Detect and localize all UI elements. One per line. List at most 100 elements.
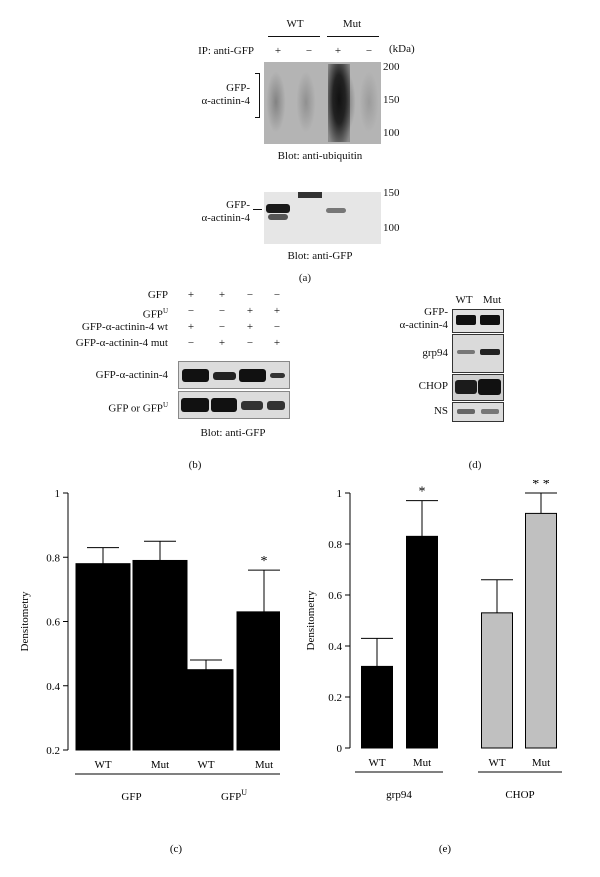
x-tick-label: Mut xyxy=(151,759,169,771)
band xyxy=(456,315,476,325)
blot-b-lower xyxy=(178,391,290,419)
gfp-band-mut xyxy=(326,208,346,213)
sign: − xyxy=(273,321,281,333)
sign: + xyxy=(218,289,226,301)
band-bracket xyxy=(259,73,260,117)
band xyxy=(213,372,236,380)
d-blot-actinin xyxy=(452,309,504,333)
sign: − xyxy=(273,289,281,301)
d-row-label-grp94: grp94 xyxy=(422,347,448,359)
band xyxy=(478,379,501,395)
wt-header: WT xyxy=(286,18,304,30)
sign: − xyxy=(187,337,195,349)
band xyxy=(457,350,475,354)
d-blot-chop xyxy=(452,374,504,401)
bar xyxy=(525,512,557,749)
y-tick-label: 0.6 xyxy=(328,590,342,602)
row-label-gfp: GFP xyxy=(147,289,168,301)
band xyxy=(270,373,285,378)
d-row-label-ns: NS xyxy=(433,405,448,417)
ip-sign-1: + xyxy=(274,45,282,57)
y-tick-label: 0.4 xyxy=(46,681,60,693)
x-tick-label: WT xyxy=(94,759,111,771)
x-tick-label: WT xyxy=(368,757,385,769)
group-label: CHOP xyxy=(505,789,534,801)
sign: + xyxy=(218,337,226,349)
y-tick-label: 1 xyxy=(337,488,343,500)
panel-b-letter: (b) xyxy=(188,459,202,471)
kda-label: (kDa) xyxy=(389,43,415,55)
bar xyxy=(406,535,438,749)
sign: + xyxy=(246,321,254,333)
gfp-band-wt xyxy=(266,204,290,213)
group-label: grp94 xyxy=(386,789,412,801)
gfp-blot-label: Blot: anti-GFP xyxy=(287,250,353,262)
significance-mark: * xyxy=(419,485,426,500)
band xyxy=(182,369,209,382)
chart-e: 0 0.2 0.4 0.6 0.8 1 Densitometry WT * Mut WT * * Mut… xyxy=(305,480,562,855)
y-tick-label: 0.4 xyxy=(328,641,342,653)
sign: − xyxy=(246,337,254,349)
group-label: GFP xyxy=(121,791,141,803)
wt-bracket-line xyxy=(268,36,320,37)
band1-label: GFP-α-actinin-4 xyxy=(95,369,168,381)
band xyxy=(480,315,500,325)
ubiq-marker-200: 200 xyxy=(383,61,400,73)
ubiq-blot-label: Blot: anti-ubiquitin xyxy=(277,150,363,162)
bar xyxy=(361,665,393,749)
ip-sign-2: − xyxy=(305,45,313,57)
ubiq-band-label: GFP- α-actinin-4 xyxy=(201,82,250,107)
x-tick-label: WT xyxy=(488,757,505,769)
band xyxy=(455,380,477,394)
mut-ip-smear xyxy=(328,64,350,142)
band xyxy=(239,369,266,382)
band xyxy=(481,409,499,414)
band xyxy=(457,409,475,414)
gfp-marker-100: 100 xyxy=(383,222,400,234)
significance-mark: * * xyxy=(532,480,550,492)
band xyxy=(181,398,209,412)
bar xyxy=(178,669,234,751)
band2-label: GFP or GFPU xyxy=(108,401,168,415)
ubiq-marker-150: 150 xyxy=(383,94,400,106)
mut-header: Mut xyxy=(342,18,362,30)
sign: − xyxy=(218,321,226,333)
band xyxy=(267,401,285,410)
row-label-wt: GFP-α-actinin-4 wt xyxy=(81,321,168,333)
bar xyxy=(75,563,131,751)
band xyxy=(241,401,263,410)
chart-c: 0.2 0.4 0.6 0.8 1 Densitometry WT Mut WT * Mut GFP G… xyxy=(19,488,280,855)
band xyxy=(480,349,500,355)
d-mut-header: Mut xyxy=(482,294,502,306)
significance-mark: * xyxy=(261,554,268,569)
ip-label: IP: anti-GFP xyxy=(198,45,254,57)
gfp-band-pointer xyxy=(253,209,262,210)
x-tick-label: Mut xyxy=(532,757,550,769)
panel-d-letter: (d) xyxy=(468,459,482,471)
y-tick-label: 0.2 xyxy=(46,745,60,757)
y-tick-label: 0 xyxy=(337,743,343,755)
ip-sign-3: + xyxy=(334,45,342,57)
ubiq-marker-100: 100 xyxy=(383,127,400,139)
panel-letter: (c) xyxy=(170,843,183,855)
y-tick-label: 0.2 xyxy=(328,692,342,704)
sign: − xyxy=(246,289,254,301)
sign: − xyxy=(218,305,226,317)
x-tick-label: Mut xyxy=(413,757,431,769)
sign: + xyxy=(187,289,195,301)
group-label: GFPU xyxy=(221,788,247,803)
sign: + xyxy=(273,305,281,317)
panel-b-blot-label: Blot: anti-GFP xyxy=(200,427,266,439)
row-label-gfpu: GFPU xyxy=(142,307,168,321)
gfp-marker-150: 150 xyxy=(383,187,400,199)
panel-letter: (e) xyxy=(439,843,452,855)
d-row-label-actinin: GFP- α-actinin-4 xyxy=(399,306,448,331)
band xyxy=(211,398,237,412)
d-blot-grp94 xyxy=(452,334,504,373)
gfp-band-wt-lower xyxy=(268,214,288,220)
x-tick-label: WT xyxy=(197,759,214,771)
bracket-tick-bottom xyxy=(255,117,260,118)
bracket-tick-top xyxy=(255,73,260,74)
x-tick-label: Mut xyxy=(255,759,273,771)
sign: + xyxy=(246,305,254,317)
